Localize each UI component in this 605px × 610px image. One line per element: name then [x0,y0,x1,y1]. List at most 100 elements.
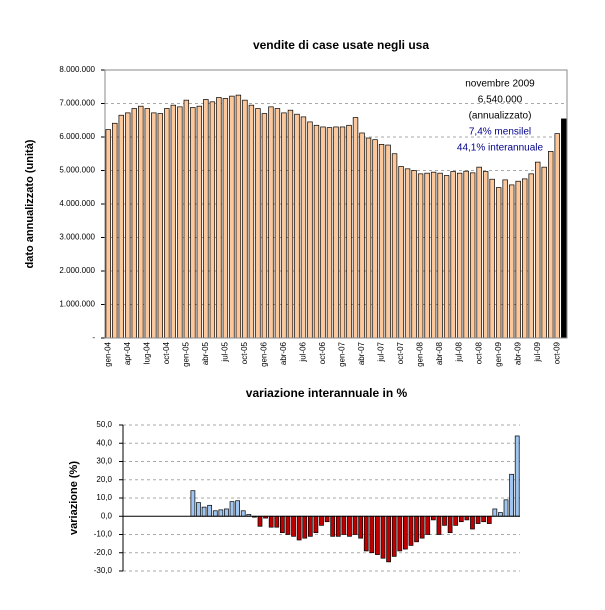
bar [489,178,495,339]
x-tick-label: oct-09 [552,341,561,364]
bar [385,144,391,339]
x-tick-label: gen-05 [181,341,190,366]
bar [339,126,346,339]
bar [498,512,503,517]
bar [190,107,196,339]
x-tick-label: gen-07 [338,341,347,366]
bar [190,490,196,517]
bar [118,114,124,339]
y-axis-title: dato annualizzato (unità) [24,139,36,268]
y-axis-title: variazione (%) [68,461,80,535]
bar [268,106,274,339]
bar [320,126,326,339]
y-tick-label: -30,0 [94,566,113,575]
bar [294,113,300,339]
x-tick-label: apr-04 [123,341,132,365]
bar [425,515,431,535]
bar [235,94,242,339]
bar [151,112,157,339]
bar [296,515,302,541]
bar [291,515,296,537]
bar [515,180,521,339]
bar [391,515,397,557]
annotation: 7,4% mensilel [469,127,531,138]
bar [319,515,324,526]
x-tick-label: abr-08 [435,341,444,365]
x-tick-label: jul-06 [299,341,308,362]
bar [164,108,170,339]
bar [378,144,385,339]
bar [268,515,274,528]
bar [183,99,190,339]
bar [380,515,386,559]
bar [541,166,547,339]
bar [261,113,268,339]
bar [363,515,369,552]
bar [453,515,459,526]
bar [397,515,403,552]
bar [207,504,213,517]
y-tick-label: -20,0 [94,548,113,557]
bar [346,124,352,339]
x-tick-label: abr-09 [513,341,522,365]
bar [216,97,222,339]
bar [347,515,352,537]
x-tick-label: abr-07 [357,341,366,365]
x-tick-label: gen-06 [260,341,269,366]
x-tick-label: gen-04 [103,341,112,366]
y-tick-label: 8.000.000 [59,65,95,74]
plot-frame [104,69,568,339]
bar [326,127,333,339]
y-tick-label: 0,0 [101,511,113,520]
bar [105,129,111,339]
bar [437,172,443,339]
bar [218,509,224,517]
bar [469,172,476,339]
bar [235,500,240,517]
bar [554,133,560,339]
bar [535,161,541,339]
x-tick-label: jul-08 [455,341,464,362]
bar [285,515,291,535]
bar [144,108,150,339]
x-tick-label: gen-08 [416,341,425,366]
x-tick-label: oct-07 [396,341,405,364]
bar [224,508,229,517]
y-tick-label: 2.000.000 [59,266,95,275]
bar [476,166,482,339]
bar [138,105,144,339]
bar [307,121,313,339]
bar [196,502,201,517]
bar [203,99,209,339]
bar [112,122,118,339]
bar [330,515,336,537]
bar [414,515,419,543]
bar [274,515,280,528]
y-tick-label: 1.000.000 [59,300,95,309]
bar [482,171,489,339]
y-tick-label: 20,0 [96,475,112,484]
bar [313,515,319,534]
x-tick-label: gen-09 [494,341,503,366]
bar [548,151,554,339]
bar [307,515,313,537]
bar [492,508,498,517]
chart-title: vendite di case usate negli usa [253,38,429,52]
x-tick-label: jul-07 [377,341,386,362]
bar [375,515,380,555]
bar [447,515,453,534]
x-tick-label: jul-09 [533,341,542,362]
bar [242,99,248,339]
y-tick-label: 7.000.000 [59,99,95,108]
bar [359,132,365,339]
bar [196,105,203,339]
bar [131,108,137,339]
bar [177,106,183,339]
y-tick-label: 10,0 [96,493,112,502]
bar [458,515,464,523]
bar [430,515,436,521]
bar [201,506,207,517]
bar [503,499,509,517]
bar [240,510,246,517]
x-tick-label: oct-06 [318,341,327,364]
